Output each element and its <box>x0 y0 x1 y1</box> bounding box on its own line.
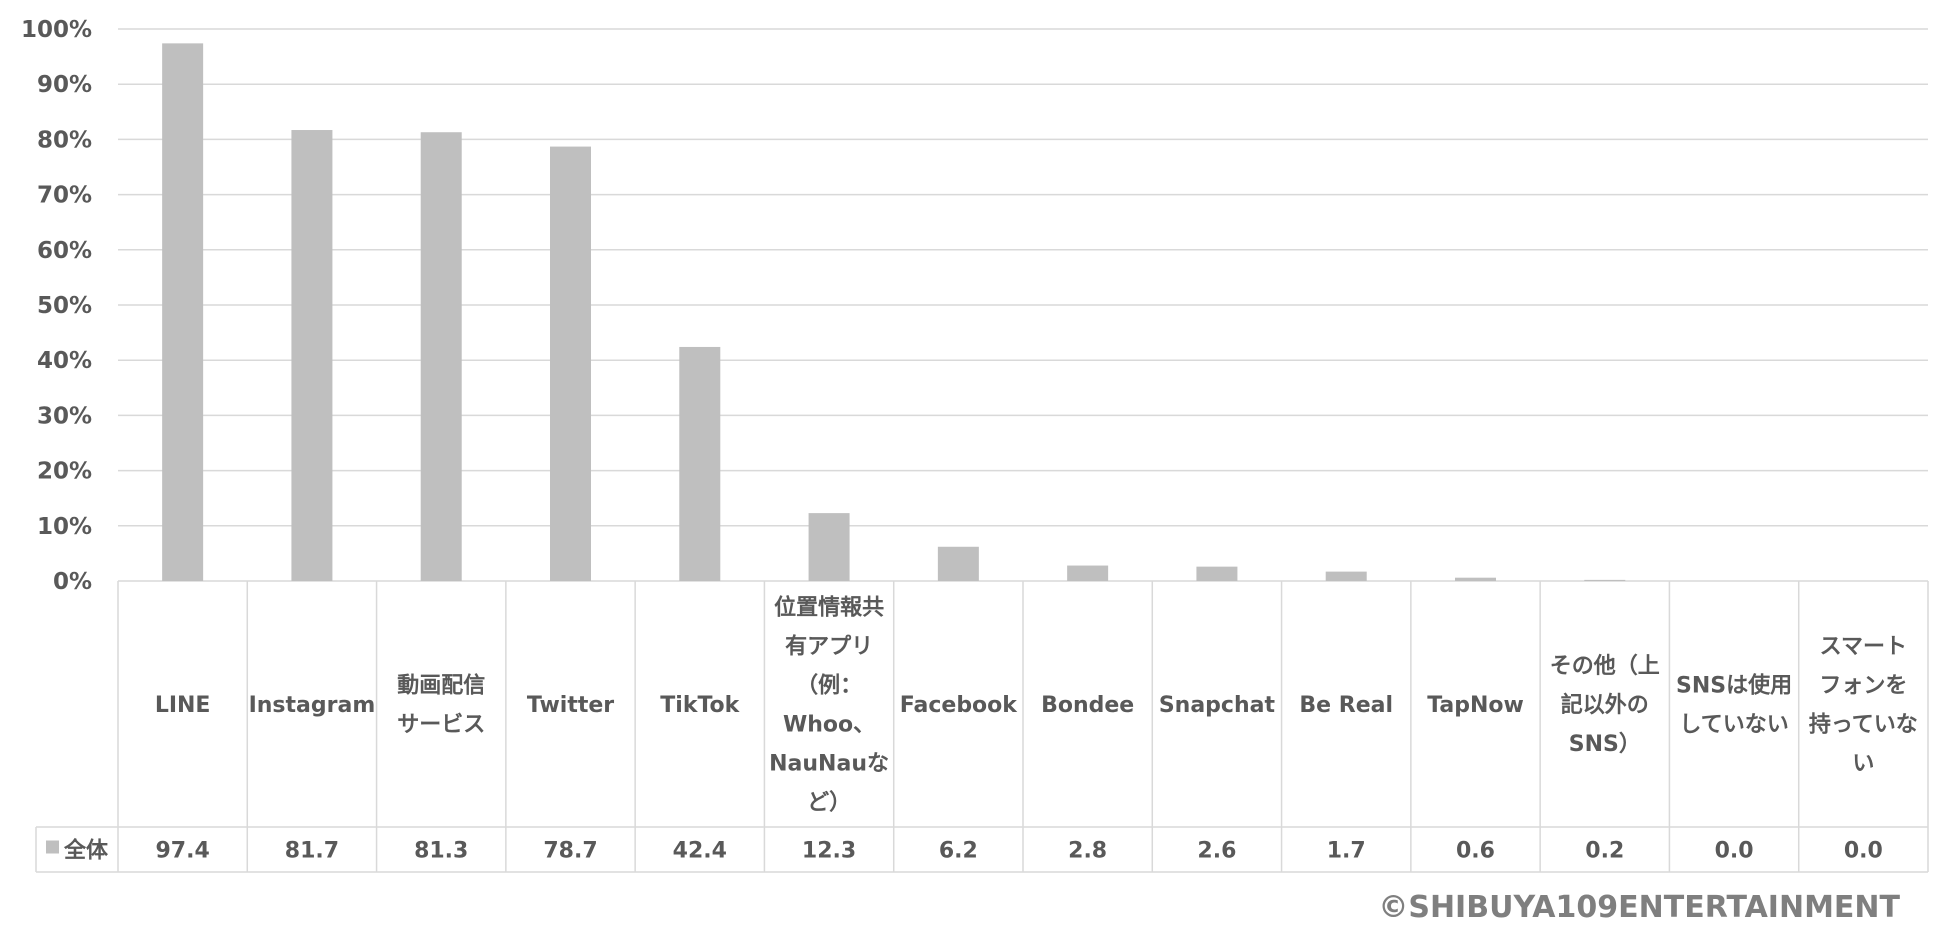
y-tick-label: 80% <box>37 127 92 153</box>
category-label: 位置情報共有アプリ（例： Whoo、 NauNauなど） <box>769 595 889 816</box>
data-value-label: 97.4 <box>156 839 210 864</box>
y-tick-label: 0% <box>53 569 92 595</box>
y-axis-ticks: 0% 10% 20% 30% 40% 50% 60% 70% 80% 90% 100% <box>21 17 92 595</box>
bar <box>291 130 333 582</box>
y-tick-label: 20% <box>37 459 92 485</box>
bar <box>550 146 591 582</box>
bar <box>1067 565 1109 581</box>
data-value-label: 2.6 <box>1197 839 1236 864</box>
y-tick-label: 100% <box>21 17 92 43</box>
y-tick-label: 40% <box>37 348 92 374</box>
bar <box>679 346 721 581</box>
gridlines <box>118 28 1928 582</box>
y-tick-label: 90% <box>37 72 92 98</box>
bars <box>162 43 1626 582</box>
y-tick-label: 70% <box>37 183 92 209</box>
bar <box>937 546 979 581</box>
data-value-label: 0.0 <box>1844 839 1883 864</box>
bar <box>1196 566 1238 581</box>
data-value-label: 42.4 <box>673 839 727 864</box>
data-value-label: 1.7 <box>1327 839 1366 864</box>
category-label: Facebook <box>900 693 1019 718</box>
data-value-label: 81.7 <box>285 839 339 864</box>
series-name: 全体 <box>63 838 109 864</box>
data-value-label: 2.8 <box>1068 839 1107 864</box>
category-label: その他（上記以外の SNS） <box>1550 654 1660 757</box>
data-value-label: 78.7 <box>543 839 597 864</box>
bar <box>420 132 462 581</box>
y-tick-label: 10% <box>37 514 92 540</box>
data-table: LINE Instagram 動画配信サービス Twitter TikTok 位置情報共有… <box>35 581 1929 873</box>
bar <box>1584 579 1626 581</box>
category-label: Bondee <box>1041 693 1134 718</box>
category-label: スマートフォンを持っていない <box>1809 635 1918 777</box>
category-label: TikTok <box>660 693 740 718</box>
data-value-label: 0.0 <box>1715 839 1754 864</box>
y-tick-label: 30% <box>37 403 92 429</box>
data-value-label: 0.6 <box>1456 839 1495 864</box>
data-value-label: 6.2 <box>939 839 978 864</box>
bar <box>162 43 204 582</box>
category-label: Snapchat <box>1159 693 1276 718</box>
category-label: Instagram <box>249 693 376 718</box>
category-label: TapNow <box>1427 693 1524 718</box>
copyright-text: ©SHIBUYA109ENTERTAINMENT <box>1378 890 1900 925</box>
category-label: LINE <box>155 693 211 718</box>
data-value-label: 12.3 <box>802 839 856 864</box>
data-value-label: 0.2 <box>1585 839 1624 864</box>
category-label: SNSは使用していない <box>1676 674 1792 738</box>
bar <box>1325 571 1367 581</box>
bar <box>1455 577 1496 581</box>
y-tick-label: 50% <box>37 293 92 319</box>
y-tick-label: 60% <box>37 238 92 264</box>
category-label: Be Real <box>1299 693 1393 718</box>
legend-key <box>46 840 59 854</box>
category-label: Twitter <box>527 693 614 718</box>
category-label: 動画配信サービス <box>397 673 485 738</box>
data-value-label: 81.3 <box>414 839 468 864</box>
bar <box>808 513 850 581</box>
